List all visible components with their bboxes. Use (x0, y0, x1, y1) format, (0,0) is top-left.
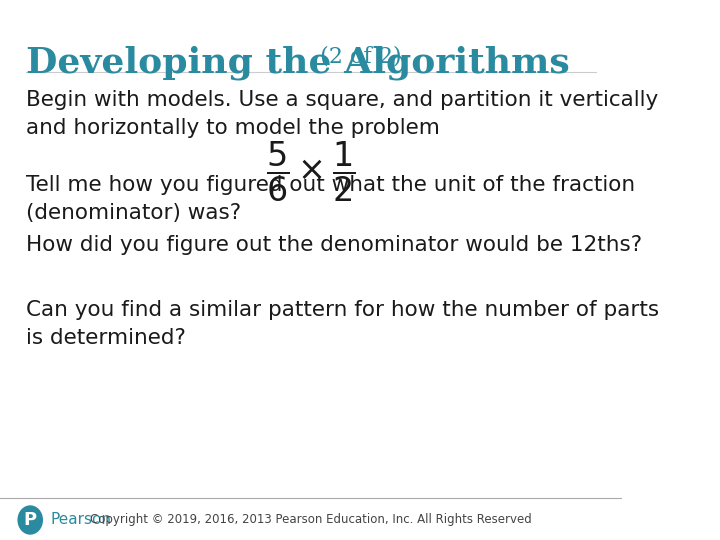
Text: Copyright © 2019, 2016, 2013 Pearson Education, Inc. All Rights Reserved: Copyright © 2019, 2016, 2013 Pearson Edu… (90, 514, 531, 526)
Text: (2 of 2): (2 of 2) (312, 45, 401, 67)
Text: Pearson: Pearson (50, 512, 111, 528)
Text: Begin with models. Use a square, and partition it vertically
and horizontally to: Begin with models. Use a square, and par… (26, 90, 658, 138)
Text: $\dfrac{5}{6} \times \dfrac{1}{2}$: $\dfrac{5}{6} \times \dfrac{1}{2}$ (266, 140, 356, 205)
Text: Can you find a similar pattern for how the number of parts
is determined?: Can you find a similar pattern for how t… (26, 300, 659, 348)
Circle shape (18, 506, 42, 534)
Text: Developing the Algorithms: Developing the Algorithms (26, 45, 570, 79)
Text: P: P (24, 511, 37, 529)
Text: Tell me how you figured out what the unit of the fraction
(denominator) was?: Tell me how you figured out what the uni… (26, 175, 635, 223)
Text: How did you figure out the denominator would be 12ths?: How did you figure out the denominator w… (26, 235, 642, 255)
